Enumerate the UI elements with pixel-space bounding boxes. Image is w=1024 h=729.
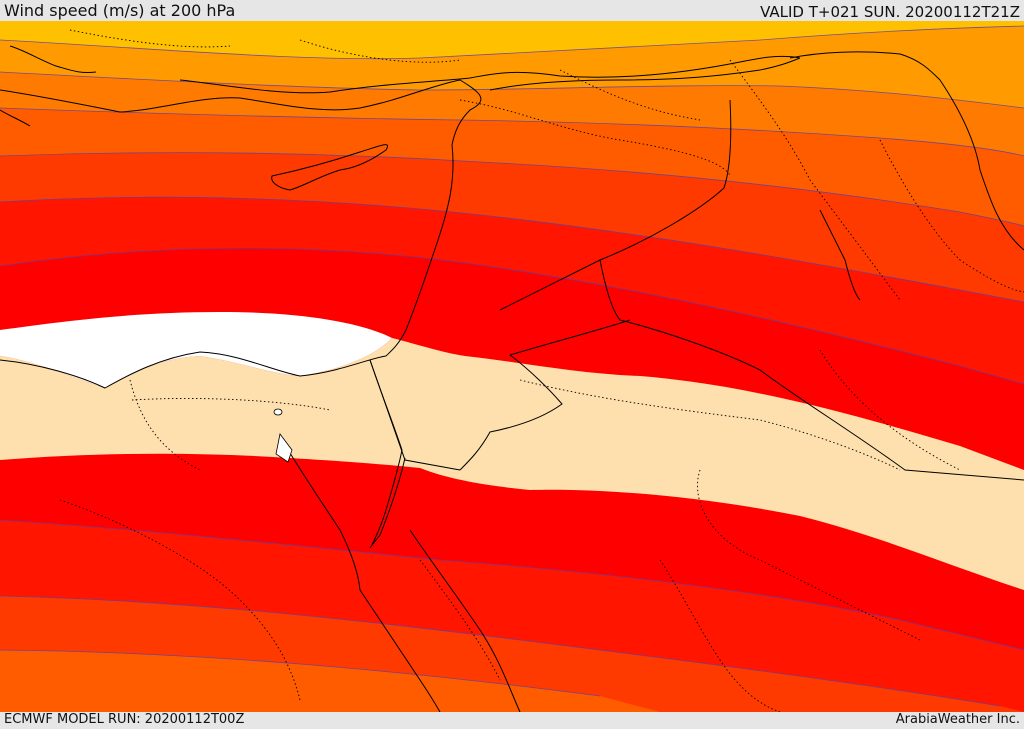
band-south-3 [0, 650, 660, 712]
nile-delta-lake [273, 408, 283, 416]
calm-band [0, 338, 1024, 590]
map-footer: ECMWF MODEL RUN: 20200112T00Z ArabiaWeat… [0, 712, 1024, 729]
wind-speed-map [0, 21, 1024, 712]
valid-time: VALID T+021 SUN. 20200112T21Z [760, 3, 1020, 21]
suez-gulf-water [275, 433, 293, 463]
coastlines [0, 45, 1024, 712]
jet-core [0, 312, 392, 388]
country-borders [59, 29, 1024, 712]
map-title: Wind speed (m/s) at 200 hPa [4, 1, 236, 20]
map-header: Wind speed (m/s) at 200 hPa VALID T+021 … [0, 0, 1024, 21]
credit-label: ArabiaWeather Inc. [895, 712, 1020, 727]
model-run-label: ECMWF MODEL RUN: 20200112T00Z [4, 712, 245, 727]
contour-lines [0, 25, 1024, 707]
